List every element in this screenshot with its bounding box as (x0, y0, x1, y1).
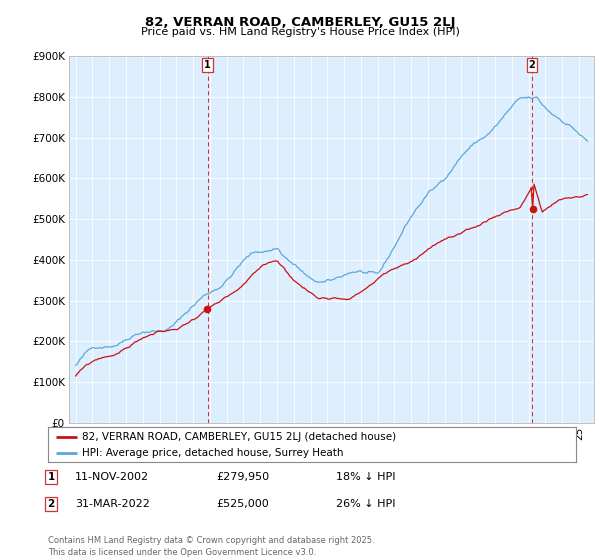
Text: Contains HM Land Registry data © Crown copyright and database right 2025.
This d: Contains HM Land Registry data © Crown c… (48, 536, 374, 557)
Text: Price paid vs. HM Land Registry's House Price Index (HPI): Price paid vs. HM Land Registry's House … (140, 27, 460, 37)
Text: 2: 2 (47, 499, 55, 509)
Text: 26% ↓ HPI: 26% ↓ HPI (336, 499, 395, 509)
Text: £279,950: £279,950 (216, 472, 269, 482)
Text: 2: 2 (529, 60, 535, 70)
Text: 82, VERRAN ROAD, CAMBERLEY, GU15 2LJ: 82, VERRAN ROAD, CAMBERLEY, GU15 2LJ (145, 16, 455, 29)
Text: 31-MAR-2022: 31-MAR-2022 (75, 499, 150, 509)
Text: HPI: Average price, detached house, Surrey Heath: HPI: Average price, detached house, Surr… (82, 447, 344, 458)
Text: 1: 1 (47, 472, 55, 482)
Text: £525,000: £525,000 (216, 499, 269, 509)
Text: 82, VERRAN ROAD, CAMBERLEY, GU15 2LJ (detached house): 82, VERRAN ROAD, CAMBERLEY, GU15 2LJ (de… (82, 432, 397, 442)
Text: 1: 1 (205, 60, 211, 70)
Text: 11-NOV-2002: 11-NOV-2002 (75, 472, 149, 482)
Text: 18% ↓ HPI: 18% ↓ HPI (336, 472, 395, 482)
